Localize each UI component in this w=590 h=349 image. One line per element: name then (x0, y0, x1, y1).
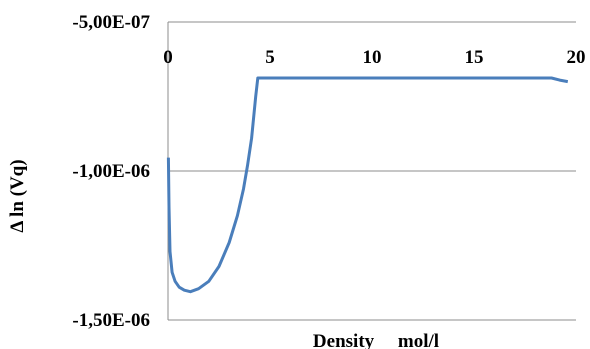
x-tick-label-2: 10 (363, 47, 382, 68)
series-line-0 (166, 76, 569, 294)
x-tick-label-3: 15 (465, 47, 484, 68)
y-tick-labels: -5,00E-07 -1,00E-06 -1,50E-06 (72, 12, 150, 331)
x-tick-label-1: 5 (265, 47, 275, 68)
y-tick-label-0: -5,00E-07 (72, 12, 150, 33)
x-tick-label-4: 20 (567, 47, 586, 68)
y-tick-label-2: -1,50E-06 (72, 310, 150, 331)
x-axis-title: Density mol/l (313, 331, 439, 349)
x-tick-label-0: 0 (163, 47, 173, 68)
gridlines (168, 21, 576, 321)
x-tick-labels: 0 5 10 15 20 (163, 47, 585, 68)
y-tick-label-1: -1,00E-06 (72, 161, 150, 182)
data-series (166, 76, 569, 294)
y-axis-title: Δ ln (Vq) (7, 159, 28, 232)
